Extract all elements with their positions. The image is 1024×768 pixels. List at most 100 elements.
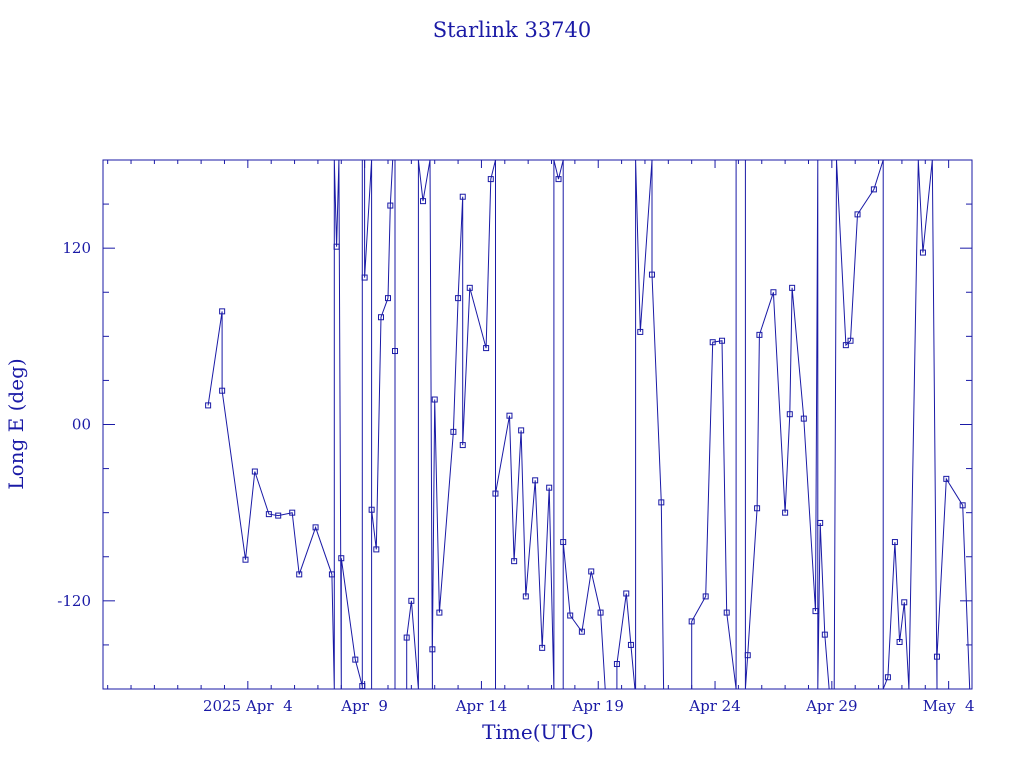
y-tick-label: -120	[57, 592, 91, 610]
data-point	[800, 415, 807, 422]
data-point	[648, 271, 655, 278]
data-point	[518, 427, 525, 434]
data-point	[450, 428, 457, 435]
data-point	[361, 274, 368, 281]
data-point	[384, 295, 391, 302]
data-point	[275, 512, 282, 519]
x-tick-label: May 4	[923, 697, 975, 715]
data-point	[719, 337, 726, 344]
data-point	[219, 387, 226, 394]
series-line	[207, 160, 972, 689]
data-point	[588, 568, 595, 575]
data-point	[723, 609, 730, 616]
data-point	[658, 499, 665, 506]
data-point	[429, 646, 436, 653]
data-point	[312, 524, 319, 531]
data-point	[578, 628, 585, 635]
data-point	[627, 641, 634, 648]
data-point	[842, 342, 849, 349]
data-point	[522, 593, 529, 600]
data-point	[901, 599, 908, 606]
data-point	[995, 547, 1000, 552]
data-point	[786, 411, 793, 418]
x-axis-label: Time(UTC)	[482, 720, 594, 744]
data-point	[977, 554, 982, 559]
x-tick-label: 2025 Apr 4	[203, 697, 293, 715]
data-point	[455, 295, 462, 302]
data-point	[933, 653, 940, 660]
data-point	[392, 348, 399, 355]
data-point	[943, 475, 950, 482]
data-point	[854, 211, 861, 218]
data-point	[637, 328, 644, 335]
data-point	[359, 683, 366, 689]
data-point	[756, 331, 763, 338]
data-point	[205, 402, 212, 409]
data-point	[567, 612, 574, 619]
data-point	[408, 597, 415, 604]
data-series	[205, 160, 1000, 689]
x-tick-label: Apr 9	[340, 697, 388, 715]
data-point	[251, 468, 258, 475]
x-tick-label: Apr 19	[572, 697, 624, 715]
data-point	[352, 656, 359, 663]
y-tick-label: 120	[62, 239, 91, 257]
data-point	[891, 539, 898, 546]
plot-frame	[102, 159, 973, 690]
data-point	[436, 609, 443, 616]
data-point	[328, 571, 335, 578]
data-point	[754, 505, 761, 512]
data-point	[555, 176, 562, 183]
data-point	[459, 442, 466, 449]
data-point	[782, 509, 789, 516]
data-point	[377, 314, 384, 321]
data-point	[487, 176, 494, 183]
data-point	[884, 674, 891, 681]
data-point	[613, 661, 620, 668]
x-tick-label: Apr 24	[688, 697, 740, 715]
data-point	[483, 345, 490, 352]
data-point	[789, 284, 796, 291]
data-point	[623, 590, 630, 597]
data-point	[546, 484, 553, 491]
data-point	[506, 412, 513, 419]
data-point	[688, 618, 695, 625]
data-point	[597, 609, 604, 616]
data-point	[333, 243, 340, 250]
axis-ticks: 2025 Apr 4 Apr 9 Apr 14 Apr 19 Apr 24 Apr 29 M…	[57, 159, 975, 715]
data-point	[539, 644, 546, 651]
data-point	[532, 477, 539, 484]
y-axis-label: Long E (deg)	[4, 358, 28, 489]
data-point	[242, 556, 249, 563]
data-point	[770, 289, 777, 296]
data-point	[338, 555, 345, 562]
data-point	[817, 519, 824, 526]
data-point	[289, 509, 296, 516]
data-point	[821, 631, 828, 638]
data-point	[265, 511, 272, 518]
data-point	[368, 506, 375, 513]
data-point	[420, 198, 427, 205]
data-point	[403, 634, 410, 641]
data-point	[431, 396, 438, 403]
data-point	[959, 502, 966, 509]
data-point	[812, 608, 819, 615]
chart-title: Starlink 33740	[433, 18, 592, 42]
x-tick-label: Apr 14	[455, 697, 507, 715]
data-point	[219, 308, 226, 315]
data-point	[466, 284, 473, 291]
data-point	[847, 337, 854, 344]
data-point	[387, 202, 394, 209]
data-point	[870, 186, 877, 193]
x-tick-label: Apr 29	[805, 697, 857, 715]
y-tick-label: 00	[72, 416, 91, 434]
data-point	[919, 249, 926, 256]
data-point	[560, 539, 567, 546]
data-point	[492, 490, 499, 497]
data-point	[511, 558, 518, 565]
data-point	[702, 593, 709, 600]
data-point	[896, 638, 903, 645]
data-point	[296, 571, 303, 578]
data-point	[709, 339, 716, 346]
